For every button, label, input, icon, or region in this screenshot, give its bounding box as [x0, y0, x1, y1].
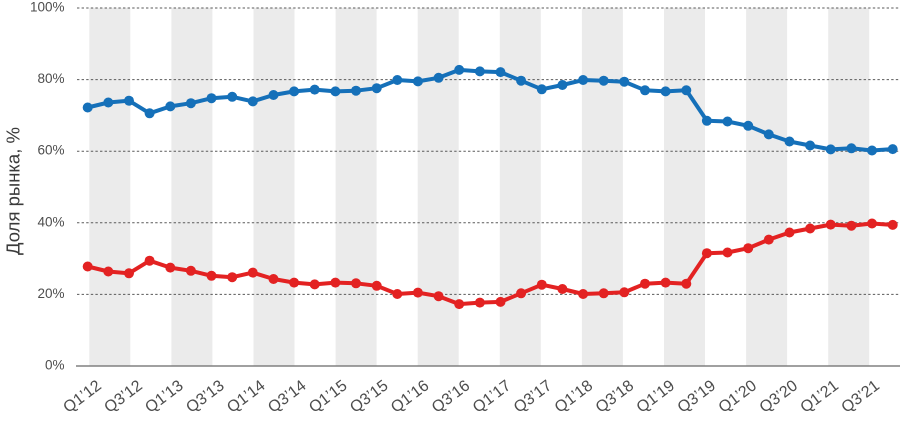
svg-text:60%: 60%: [37, 143, 64, 158]
svg-text:20%: 20%: [37, 286, 64, 301]
svg-text:0%: 0%: [45, 358, 65, 373]
svg-text:Доля рынка, %: Доля рынка, %: [3, 127, 24, 255]
svg-text:40%: 40%: [37, 214, 64, 229]
svg-text:100%: 100%: [30, 0, 65, 15]
svg-text:80%: 80%: [37, 71, 64, 86]
